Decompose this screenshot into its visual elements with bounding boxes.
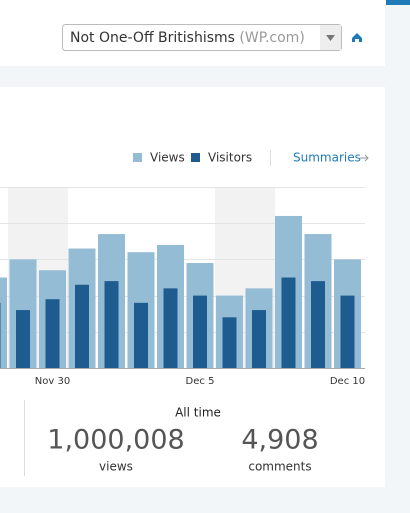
site-select[interactable] [62, 24, 342, 51]
select-arrow [326, 35, 335, 41]
visitors-bar [16, 310, 30, 368]
site-name-text: Not One-Off Britishisms [70, 30, 235, 46]
visitors-bar [252, 310, 266, 368]
views-bar [0, 277, 7, 368]
x-tick-label: Nov 30 [35, 376, 70, 387]
visitors-bar [45, 299, 60, 368]
chart: Nov 30 Dec 5 Dec 10 [0, 187, 365, 387]
visitors-bar [104, 281, 119, 368]
visitors-bar [222, 317, 237, 368]
x-tick-label: Dec 10 [330, 376, 365, 387]
legend-swatch [133, 153, 142, 162]
summaries-link[interactable]: Summaries [293, 151, 361, 165]
arrow-icon [360, 154, 369, 162]
visitors-bar [75, 284, 89, 368]
comments-label: comments [248, 460, 311, 474]
visitors-bar [193, 295, 207, 368]
site-suffix: (WP.com) [239, 30, 304, 46]
visitors-bar [163, 288, 178, 368]
home-icon[interactable] [352, 33, 362, 42]
comments-total: 4,908 [241, 425, 318, 456]
all-time-title: All time [175, 406, 221, 420]
legend-swatch [191, 153, 200, 162]
visitors-bar [281, 277, 296, 368]
top-strip [386, 0, 410, 5]
visitors-bar [311, 281, 325, 368]
views-total: 1,000,008 [47, 425, 184, 456]
legend-label: Views [150, 151, 185, 165]
views-label: views [99, 460, 133, 474]
legend-label: Visitors [208, 151, 252, 165]
x-tick-label: Dec 5 [186, 376, 215, 387]
visitors-bar [0, 302, 1, 368]
site-name: Not One-Off Britishisms (WP.com) [70, 30, 305, 46]
visitors-bar [340, 295, 355, 368]
visitors-bar [134, 302, 148, 368]
